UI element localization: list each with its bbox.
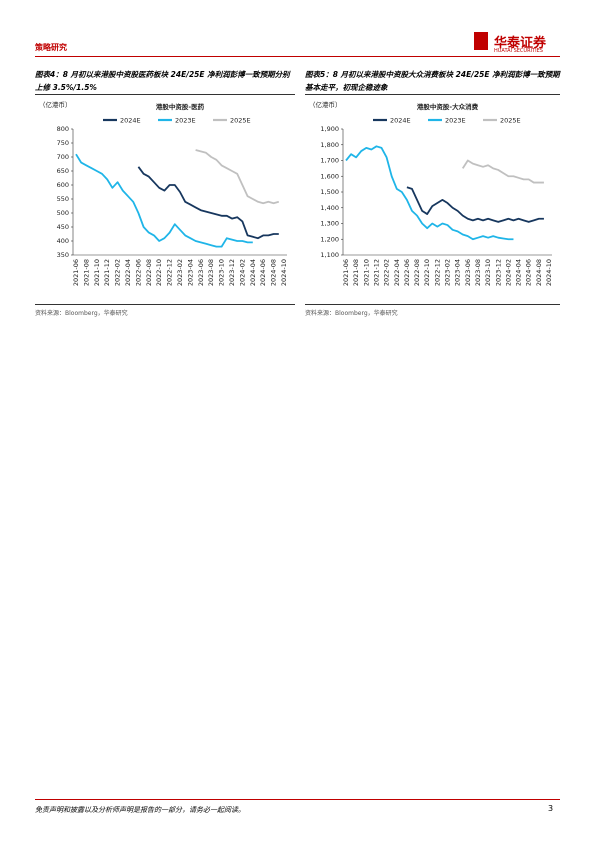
section-title: 策略研究 (35, 43, 67, 52)
series-line (195, 149, 280, 205)
x-tick-label: 2023-04 (186, 259, 194, 286)
x-tick-label: 2023-12 (228, 259, 236, 286)
header-rule (35, 56, 560, 57)
x-tick-label: 2022-02 (383, 259, 391, 286)
source: 资料来源：Bloomberg，华泰研究 (35, 304, 295, 317)
chart-title: 港股中资股-医药 (156, 102, 205, 111)
y-tick-label: 1,200 (320, 235, 339, 243)
y-tick-label: 600 (57, 181, 69, 189)
page-number: 3 (548, 804, 554, 813)
x-tick-label: 2023-02 (176, 259, 184, 286)
series-line (137, 166, 279, 240)
x-tick-label: 2023-04 (454, 259, 462, 286)
x-tick-label: 2023-08 (207, 259, 215, 286)
x-tick-label: 2022-04 (124, 259, 132, 286)
x-tick-label: 2024-10 (280, 259, 288, 286)
unit-label: （亿港币） (39, 100, 72, 109)
y-tick-label: 700 (57, 153, 69, 161)
y-tick-label: 400 (57, 237, 69, 245)
legend-label: 2024E (120, 117, 141, 125)
logo-en: HUATAI SECURITIES (494, 48, 543, 54)
chart-title: 港股中资股-大众消费 (417, 102, 479, 111)
series-line (461, 159, 544, 184)
x-tick-label: 2022-10 (423, 259, 431, 286)
caption: 图表5：8 月初以来港股中资股大众消费板块 24E/25E 净利润彭博一致预期基… (305, 68, 560, 95)
footer-rule (35, 799, 560, 800)
x-tick-label: 2024-02 (504, 259, 512, 286)
caption: 图表4：8 月初以来港股中资股医药板块 24E/25E 净利润彭博一致预期分别上… (35, 68, 295, 95)
y-tick-label: 1,600 (320, 172, 339, 180)
x-tick-label: 2022-12 (433, 259, 441, 286)
chart: （亿港币） 港股中资股-医药 350 400 450 500 550 600 650 700 750… (39, 100, 288, 286)
x-tick-label: 2021-10 (93, 259, 101, 286)
legend-label: 2025E (230, 117, 251, 125)
y-tick-label: 1,900 (320, 125, 339, 133)
x-tick-label: 2024-02 (238, 259, 246, 286)
x-tick-label: 2022-08 (413, 259, 421, 286)
y-tick-label: 550 (57, 195, 69, 203)
logo-text: 华泰证券 (494, 36, 547, 51)
y-tick-label: 1,300 (320, 220, 339, 228)
legend-label: 2023E (175, 117, 196, 125)
x-tick-label: 2022-04 (393, 259, 401, 286)
x-tick-label: 2024-08 (270, 259, 278, 286)
x-tick-label: 2023-06 (464, 259, 472, 286)
x-tick-label: 2023-02 (444, 259, 452, 286)
x-tick-label: 2024-06 (259, 259, 267, 286)
x-tick-label: 2022-12 (166, 259, 174, 286)
x-tick-label: 2023-08 (474, 259, 482, 286)
x-tick-label: 2021-08 (352, 259, 360, 286)
legend-label: 2023E (445, 117, 466, 125)
x-tick-label: 2024-10 (545, 259, 553, 286)
x-tick-label: 2021-10 (362, 259, 370, 286)
x-tick-label: 2021-08 (82, 259, 90, 286)
x-tick-label: 2023-06 (197, 259, 205, 286)
series-line (406, 186, 544, 223)
x-tick-label: 2022-02 (114, 259, 122, 286)
y-tick-label: 500 (57, 209, 69, 217)
x-tick-label: 2023-10 (484, 259, 492, 286)
figure: 图表4：8 月初以来港股中资股医药板块 24E/25E 净利润彭博一致预期分别上… (35, 68, 295, 317)
x-tick-label: 2022-06 (403, 259, 411, 286)
y-tick-label: 1,100 (320, 251, 339, 259)
logo-icon (474, 32, 488, 50)
y-tick-label: 1,500 (320, 188, 339, 196)
unit-label: （亿港币） (309, 100, 342, 109)
y-tick-label: 450 (57, 223, 69, 231)
y-tick-label: 750 (57, 139, 69, 147)
x-tick-label: 2024-04 (249, 259, 257, 286)
legend-label: 2024E (390, 117, 411, 125)
x-tick-label: 2023-10 (218, 259, 226, 286)
figure: 图表5：8 月初以来港股中资股大众消费板块 24E/25E 净利润彭博一致预期基… (305, 68, 560, 317)
series-line (75, 153, 253, 248)
y-tick-label: 650 (57, 167, 69, 175)
series-line (345, 145, 514, 241)
disclaimer: 免责声明和披露以及分析师声明是报告的一部分，请务必一起阅读。 (35, 806, 245, 814)
x-tick-label: 2022-10 (155, 259, 163, 286)
y-tick-label: 800 (57, 125, 69, 133)
x-tick-label: 2021-12 (103, 259, 111, 286)
y-tick-label: 1,400 (320, 204, 339, 212)
y-tick-label: 350 (57, 251, 69, 259)
x-tick-label: 2022-08 (145, 259, 153, 286)
chart: （亿港币） 港股中资股-大众消费 1,100 1,200 1,300 1,400 1,500… (309, 100, 553, 286)
x-tick-label: 2022-06 (134, 259, 142, 286)
x-tick-label: 2024-06 (525, 259, 533, 286)
x-tick-label: 2024-08 (535, 259, 543, 286)
x-tick-label: 2024-04 (515, 259, 523, 286)
x-tick-label: 2023-12 (494, 259, 502, 286)
y-tick-label: 1,700 (320, 157, 339, 165)
x-tick-label: 2021-12 (372, 259, 380, 286)
x-tick-label: 2021-06 (342, 259, 350, 286)
legend-label: 2025E (500, 117, 521, 125)
x-tick-label: 2021-06 (72, 259, 80, 286)
y-tick-label: 1,800 (320, 141, 339, 149)
source: 资料来源：Bloomberg，华泰研究 (305, 304, 560, 317)
